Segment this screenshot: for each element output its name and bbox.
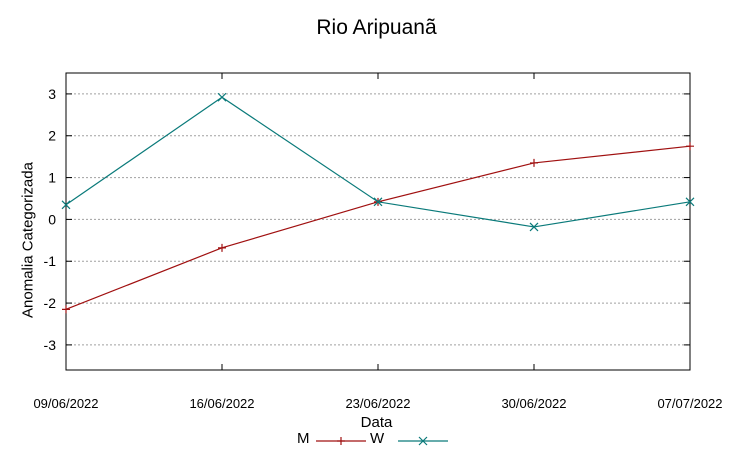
- x-axis-label: Data: [360, 414, 393, 431]
- x-tick-label: 23/06/2022: [345, 396, 410, 411]
- x-tick-label: 07/07/2022: [657, 396, 722, 411]
- x-tick-label: 16/06/2022: [189, 396, 254, 411]
- data-point-w: [217, 92, 227, 102]
- y-tick-label: -2: [44, 295, 57, 311]
- y-tick-label: 2: [48, 128, 56, 144]
- y-tick-label: -1: [44, 253, 57, 269]
- legend-label-m: M: [297, 430, 310, 447]
- data-point-w: [61, 200, 71, 210]
- legend-label-w: W: [370, 430, 385, 447]
- y-tick-label: 3: [48, 86, 56, 102]
- data-point-w: [373, 197, 383, 207]
- chart-title: Rio Aripuanã: [316, 16, 437, 39]
- data-point-w: [529, 222, 539, 232]
- data-point-m: [530, 158, 538, 167]
- series-line-m: [65, 145, 691, 310]
- y-tick-label: -3: [44, 337, 57, 353]
- data-point-w: [685, 197, 695, 207]
- legend-marker-m: [337, 437, 345, 445]
- y-tick-label: 0: [48, 211, 56, 227]
- data-point-m: [686, 142, 694, 151]
- x-tick-label: 30/06/2022: [501, 396, 566, 411]
- legend-marker-w: [418, 436, 428, 446]
- data-point-m: [62, 305, 70, 314]
- data-point-m: [218, 243, 226, 252]
- plot-frame: [65, 72, 691, 371]
- x-tick-label: 09/06/2022: [33, 396, 98, 411]
- y-tick-label: 1: [48, 170, 56, 186]
- series-line-w: [65, 96, 691, 228]
